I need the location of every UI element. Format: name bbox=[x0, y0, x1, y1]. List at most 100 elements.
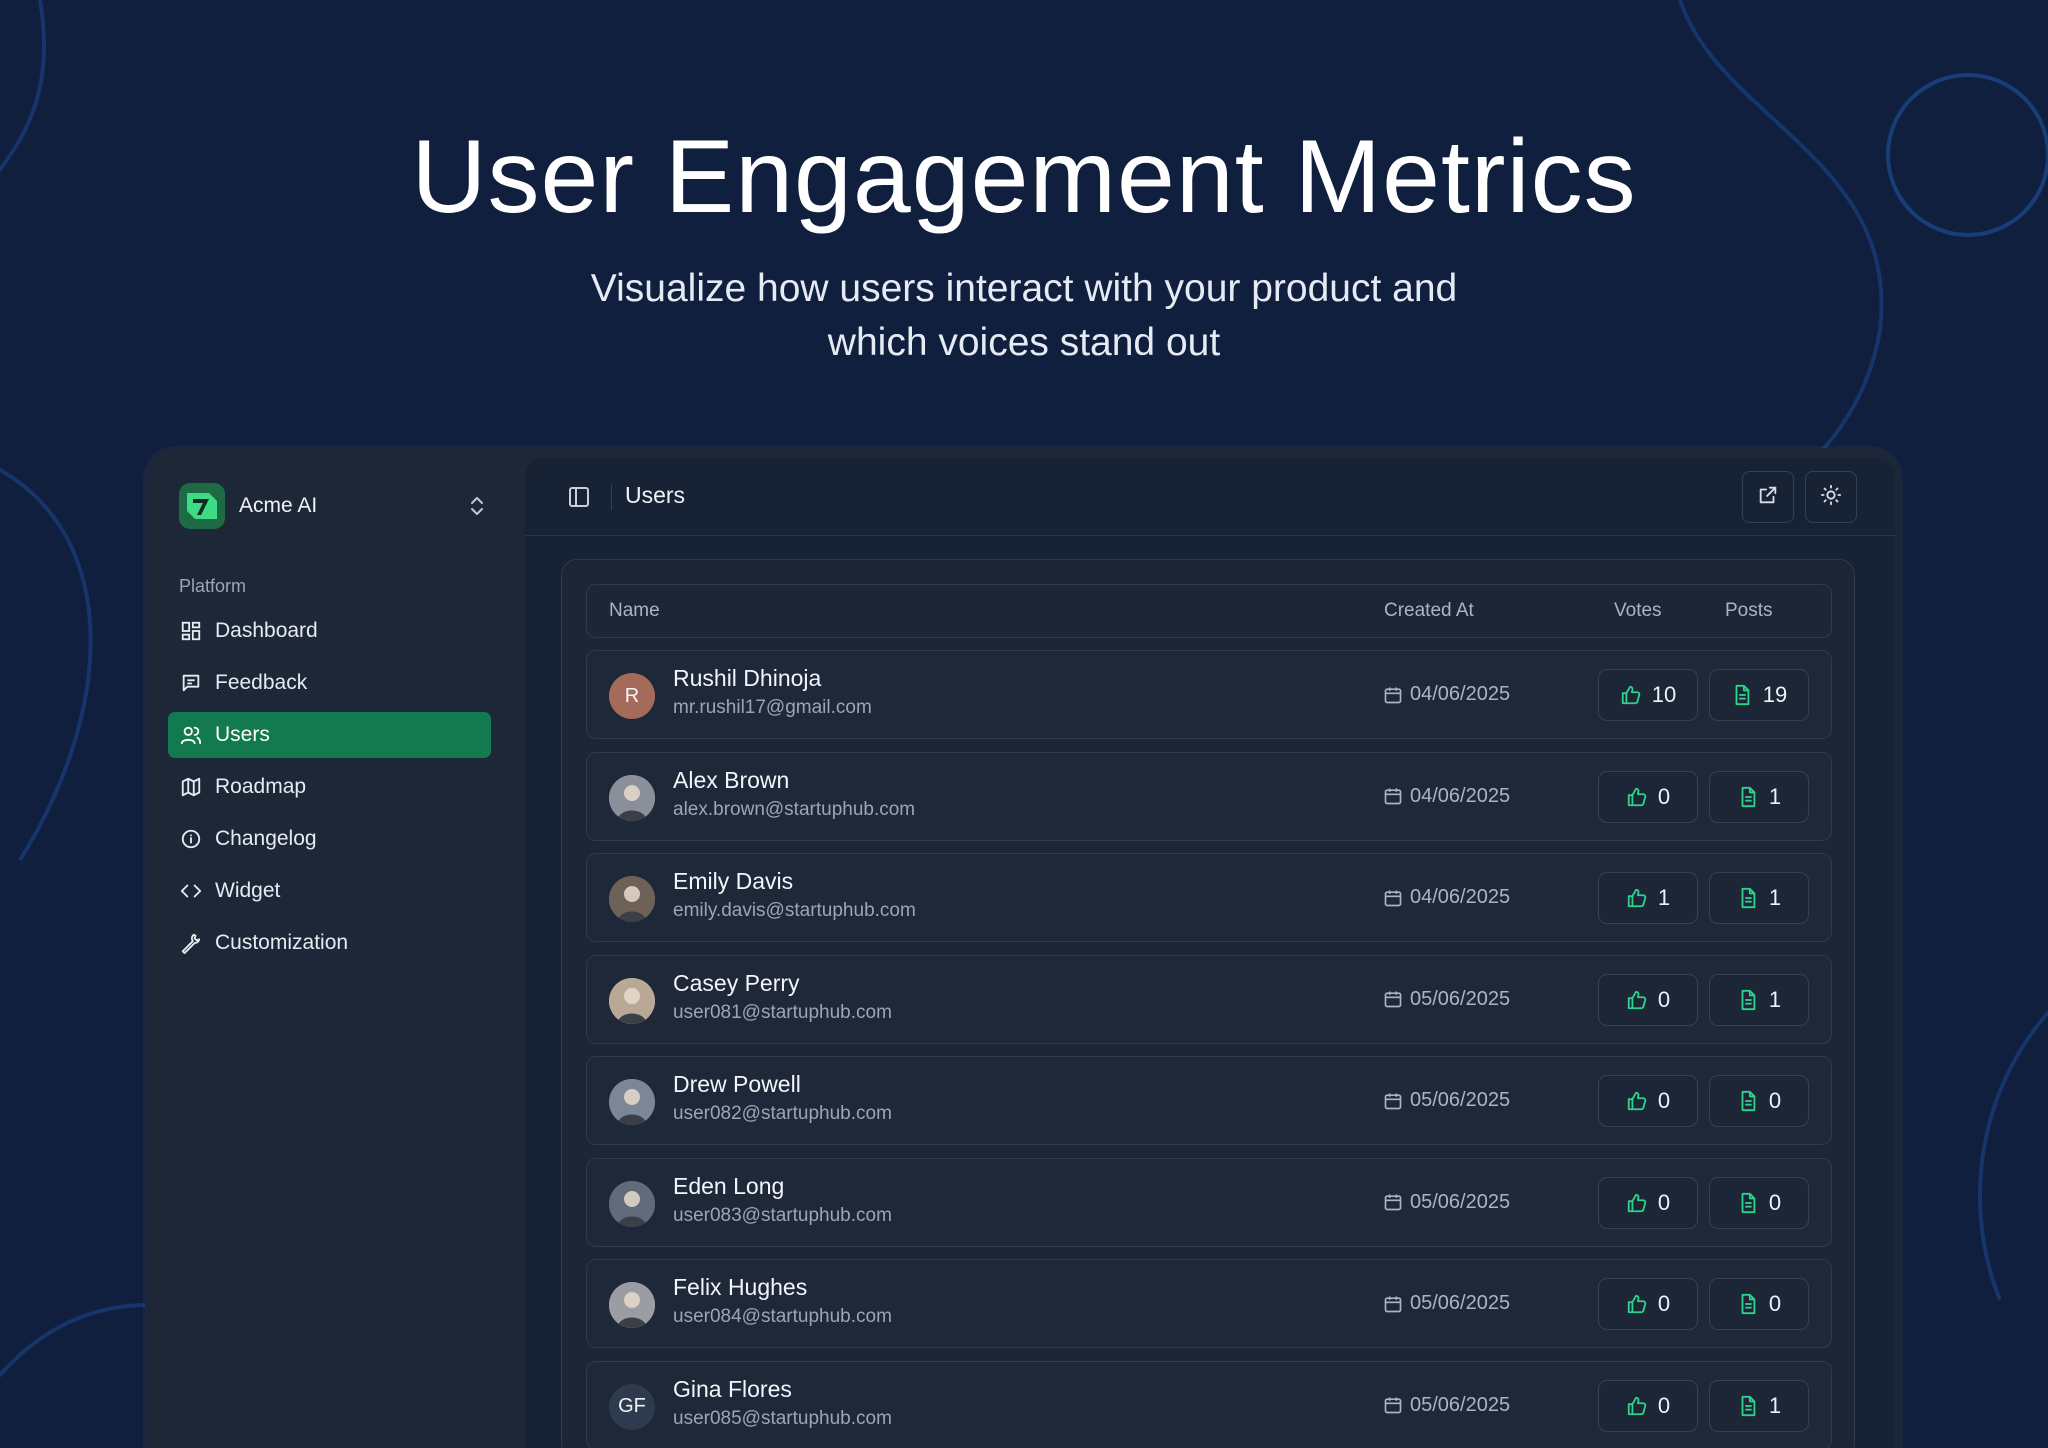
theme-toggle-button[interactable] bbox=[1805, 471, 1857, 523]
table-row[interactable]: GF Gina Flores user085@startuphub.com 05/06… bbox=[586, 1360, 1832, 1448]
votes-badge[interactable]: 0 bbox=[1598, 973, 1698, 1026]
sidebar-item-users[interactable]: Users bbox=[168, 712, 491, 758]
file-text-icon bbox=[1737, 989, 1769, 1011]
table-row[interactable]: R Rushil Dhinoja mr.rushil17@gmail.com 04/0… bbox=[586, 650, 1832, 739]
message-square-icon bbox=[180, 672, 202, 694]
votes-badge[interactable]: 0 bbox=[1598, 1278, 1698, 1330]
team-switcher[interactable]: Acme AI bbox=[179, 482, 489, 530]
user-name: Casey Perry bbox=[673, 969, 800, 996]
created-at: 04/06/2025 bbox=[1383, 886, 1510, 909]
thumbs-up-icon bbox=[1626, 1090, 1658, 1112]
sidebar-item-label: Changelog bbox=[215, 827, 317, 850]
posts-badge[interactable]: 19 bbox=[1709, 669, 1809, 721]
table-row[interactable]: Alex Brown alex.brown@startuphub.com 04/06… bbox=[586, 751, 1832, 841]
posts-badge[interactable]: 1 bbox=[1709, 973, 1809, 1026]
user-email: mr.rushil17@gmail.com bbox=[673, 697, 872, 718]
sidebar-item-dashboard[interactable]: Dashboard bbox=[168, 608, 491, 654]
column-header-created-at[interactable]: Created At bbox=[1384, 600, 1474, 621]
topbar: Users bbox=[525, 458, 1895, 536]
user-name: Gina Flores bbox=[673, 1375, 792, 1402]
posts-badge[interactable]: 0 bbox=[1709, 1176, 1809, 1229]
file-text-icon bbox=[1737, 786, 1769, 808]
posts-badge[interactable]: 1 bbox=[1709, 872, 1809, 924]
table-row[interactable]: Eden Long user083@startuphub.com 05/06/202… bbox=[586, 1157, 1832, 1247]
file-text-icon bbox=[1737, 887, 1769, 909]
created-at: 05/06/2025 bbox=[1383, 988, 1510, 1011]
votes-count: 0 bbox=[1657, 783, 1671, 809]
calendar-icon bbox=[1383, 1294, 1410, 1314]
votes-badge[interactable]: 10 bbox=[1598, 669, 1698, 721]
user-email: emily.davis@startuphub.com bbox=[673, 900, 916, 921]
votes-badge[interactable]: 0 bbox=[1598, 1176, 1698, 1229]
posts-badge[interactable]: 1 bbox=[1709, 770, 1809, 823]
calendar-icon bbox=[1383, 1192, 1410, 1212]
table-row[interactable]: Drew Powell user082@startuphub.com 05/06/2… bbox=[586, 1056, 1832, 1145]
sidebar-item-label: Customization bbox=[215, 931, 349, 954]
user-name: Rushil Dhinoja bbox=[673, 665, 822, 691]
file-text-icon bbox=[1731, 684, 1763, 706]
column-header-posts[interactable]: Posts bbox=[1725, 600, 1773, 621]
posts-badge[interactable]: 0 bbox=[1709, 1075, 1809, 1127]
posts-count: 1 bbox=[1768, 783, 1782, 809]
avatar bbox=[609, 1079, 655, 1125]
votes-badge[interactable]: 1 bbox=[1598, 872, 1698, 924]
sun-icon bbox=[1820, 484, 1842, 511]
topbar-divider bbox=[611, 484, 612, 510]
table-row[interactable]: Casey Perry user081@startuphub.com 05/06/2… bbox=[586, 954, 1832, 1044]
column-header-name[interactable]: Name bbox=[609, 600, 660, 621]
votes-count: 0 bbox=[1657, 1189, 1671, 1215]
hero-subtitle-line-2: which voices stand out bbox=[827, 321, 1221, 364]
created-at-value: 05/06/2025 bbox=[1410, 1190, 1511, 1213]
posts-count: 1 bbox=[1768, 986, 1782, 1012]
created-at-value: 04/06/2025 bbox=[1410, 683, 1511, 705]
sidebar-item-label: Widget bbox=[215, 879, 281, 902]
created-at-value: 05/06/2025 bbox=[1410, 1292, 1511, 1314]
avatar: GF bbox=[609, 1383, 655, 1430]
table-row[interactable]: Emily Davis emily.davis@startuphub.com 04/… bbox=[586, 853, 1832, 942]
votes-badge[interactable]: 0 bbox=[1598, 770, 1698, 823]
calendar-icon bbox=[1383, 786, 1410, 806]
sidebar-item-roadmap[interactable]: Roadmap bbox=[168, 764, 491, 810]
column-header-votes[interactable]: Votes bbox=[1614, 600, 1662, 621]
votes-badge[interactable]: 0 bbox=[1598, 1075, 1698, 1127]
posts-badge[interactable]: 0 bbox=[1709, 1278, 1809, 1330]
calendar-icon bbox=[1383, 1395, 1410, 1415]
sidebar-item-customization[interactable]: Customization bbox=[168, 920, 491, 966]
sidebar-item-feedback[interactable]: Feedback bbox=[168, 660, 491, 706]
info-icon bbox=[180, 828, 202, 850]
avatar: R bbox=[609, 673, 655, 719]
calendar-icon bbox=[1383, 888, 1410, 908]
external-link-icon bbox=[1757, 484, 1779, 511]
users-table-card: Name Created At Votes Posts R Rushil Dhin… bbox=[561, 559, 1855, 1448]
user-email: user085@startuphub.com bbox=[673, 1407, 892, 1429]
user-email: user081@startuphub.com bbox=[673, 1001, 892, 1023]
votes-count: 0 bbox=[1657, 1088, 1671, 1113]
external-link-button[interactable] bbox=[1742, 471, 1794, 523]
avatar bbox=[609, 774, 655, 821]
sidebar: Acme AI Platform Dashboard Feedback User… bbox=[145, 448, 525, 1448]
votes-badge[interactable]: 0 bbox=[1598, 1379, 1698, 1432]
chevrons-up-down-icon[interactable] bbox=[465, 494, 489, 518]
avatar bbox=[609, 1180, 655, 1227]
table-row[interactable]: Felix Hughes user084@startuphub.com 05/06/… bbox=[586, 1259, 1832, 1348]
user-name: Felix Hughes bbox=[673, 1274, 808, 1300]
posts-count: 0 bbox=[1768, 1088, 1782, 1113]
dashboard-icon bbox=[180, 620, 202, 642]
user-name: Drew Powell bbox=[673, 1071, 801, 1097]
calendar-icon bbox=[1383, 685, 1410, 705]
posts-count: 19 bbox=[1762, 682, 1788, 707]
thumbs-up-icon bbox=[1626, 887, 1658, 909]
created-at: 05/06/2025 bbox=[1383, 1292, 1510, 1315]
thumbs-up-icon bbox=[1620, 684, 1652, 706]
nav-group-label: Platform bbox=[179, 576, 247, 596]
file-text-icon bbox=[1737, 1192, 1769, 1214]
posts-badge[interactable]: 1 bbox=[1709, 1379, 1809, 1432]
sidebar-item-changelog[interactable]: Changelog bbox=[168, 816, 491, 862]
user-email: alex.brown@startuphub.com bbox=[673, 798, 916, 820]
sidebar-item-widget[interactable]: Widget bbox=[168, 868, 491, 914]
user-email: user082@startuphub.com bbox=[673, 1103, 892, 1124]
user-name: Alex Brown bbox=[673, 766, 790, 793]
created-at-value: 05/06/2025 bbox=[1410, 1089, 1511, 1111]
votes-count: 0 bbox=[1657, 1392, 1671, 1418]
sidebar-toggle-icon[interactable] bbox=[567, 485, 591, 509]
